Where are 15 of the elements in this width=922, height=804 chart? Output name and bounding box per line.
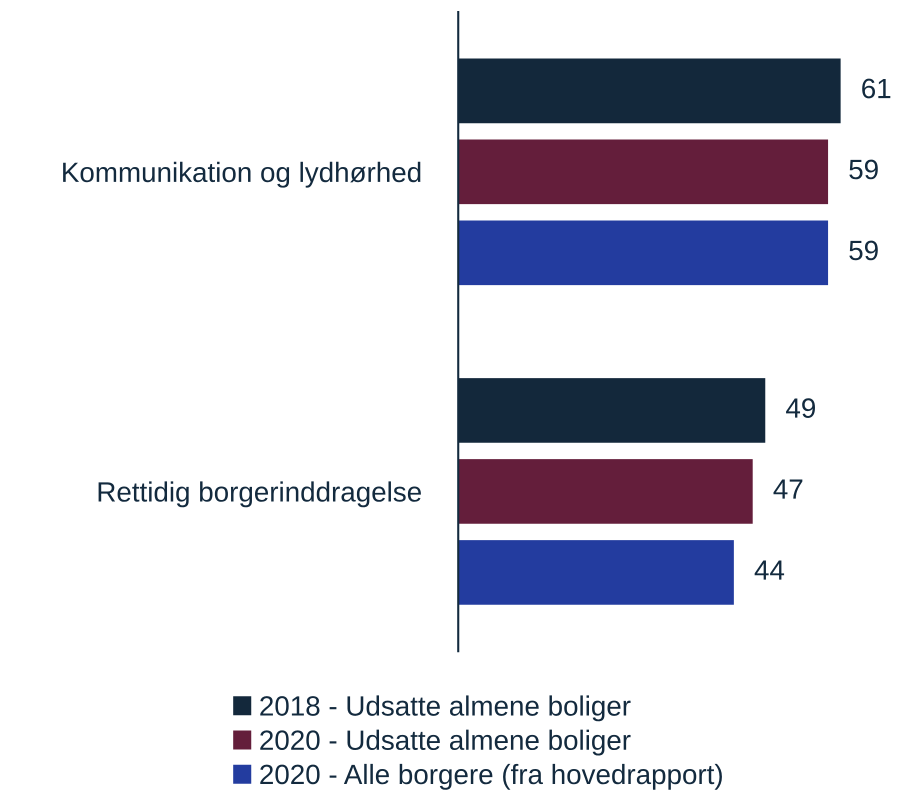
data-label: 49 bbox=[786, 398, 815, 418]
y-tick-label: Kommunikation og lydhørhed bbox=[63, 162, 420, 188]
legend-label: 2018 - Udsatte almene boliger bbox=[260, 695, 631, 722]
y-tick-label: Rettidig borgerinddragelse bbox=[98, 481, 421, 508]
legend-label: 2020 - Udsatte almene boliger bbox=[260, 730, 631, 756]
data-label: 61 bbox=[862, 78, 890, 98]
data-label: 59 bbox=[849, 160, 878, 180]
bar bbox=[458, 538, 736, 606]
bar bbox=[458, 458, 754, 526]
legend-label: 2020 - Alle borgere (fra hovedrapport) bbox=[260, 764, 722, 790]
bar bbox=[458, 138, 830, 206]
bar bbox=[458, 219, 830, 287]
data-label: 59 bbox=[849, 240, 878, 260]
data-label: 47 bbox=[773, 480, 802, 499]
data-label: 44 bbox=[754, 560, 784, 580]
